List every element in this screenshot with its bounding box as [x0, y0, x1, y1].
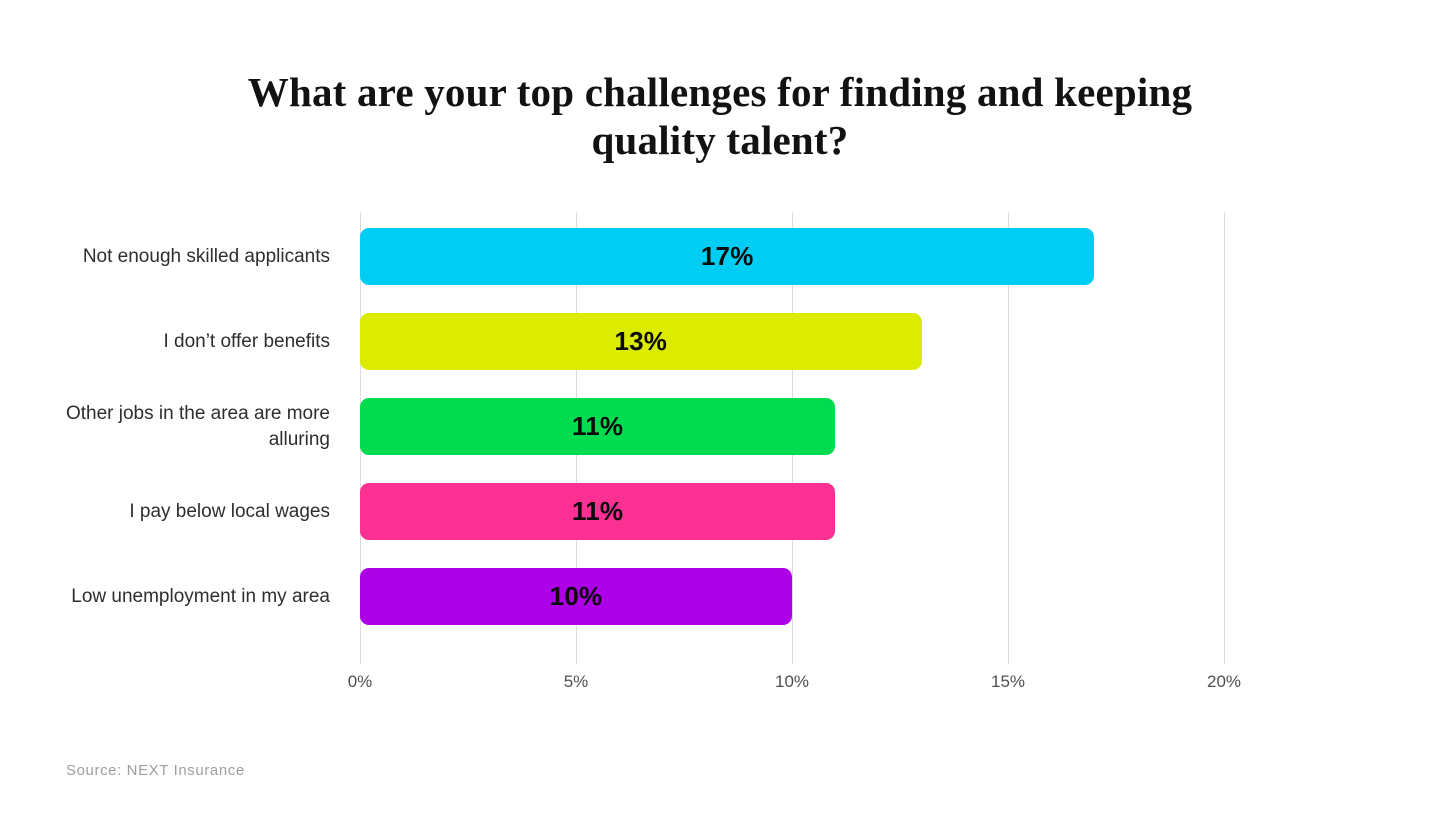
bars-plot-area: 17% 13% 11% 11% 10% — [360, 212, 1224, 664]
x-tick-label: 0% — [347, 672, 373, 691]
category-labels: Not enough skilled applicants I don’t off… — [0, 212, 330, 664]
category-label: I pay below local wages — [129, 500, 330, 522]
chart-title-text: What are your top challenges for finding… — [247, 69, 1193, 164]
category-label: Other jobs in the area are more alluring — [65, 402, 330, 450]
page-title: What are your top challenges for finding… — [0, 68, 1440, 165]
bar-value-label: 17% — [700, 241, 754, 271]
x-tick-label: 10% — [774, 672, 810, 691]
bar-2: 13% — [360, 313, 922, 370]
x-tick-label: 20% — [1206, 672, 1242, 691]
x-tick-label: 5% — [563, 672, 589, 691]
bar-value-label: 10% — [549, 581, 603, 611]
category-label: I don’t offer benefits — [163, 330, 330, 352]
bar-value-label: 11% — [571, 496, 624, 526]
bar-value-label: 11% — [571, 411, 624, 441]
source-note: Source: NEXT Insurance — [66, 762, 245, 779]
bar-1: 17% — [360, 228, 1095, 285]
category-label: Low unemployment in my area — [71, 585, 330, 607]
x-axis: 0% 5% 10% 15% 20% — [0, 672, 1440, 698]
gridline-15% — [1008, 212, 1009, 664]
bar-5: 10% — [360, 568, 792, 625]
x-tick-label: 15% — [990, 672, 1026, 691]
bar-3: 11% — [360, 398, 836, 455]
gridline-20% — [1224, 212, 1225, 664]
category-label: Not enough skilled applicants — [82, 245, 330, 267]
bar-value-label: 13% — [614, 326, 668, 356]
bar-4: 11% — [360, 483, 836, 540]
